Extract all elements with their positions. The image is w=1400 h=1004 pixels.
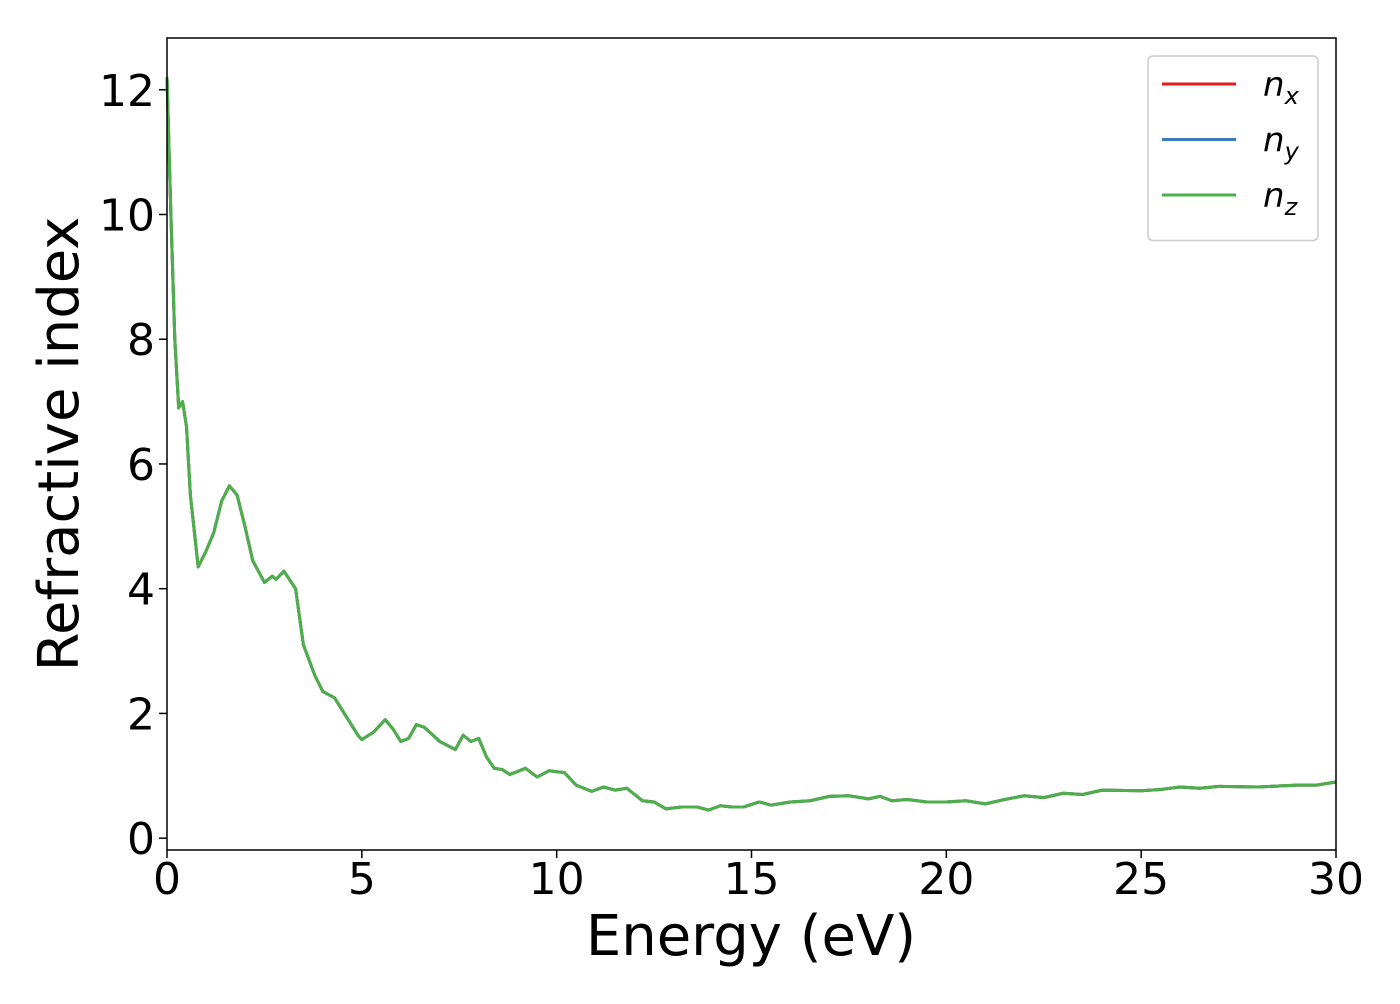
plot-frame [166, 37, 1337, 851]
y-tick-label: 8 [127, 315, 155, 366]
x-tick-label: 30 [1308, 854, 1364, 905]
y-axis-label: Refractive index [27, 217, 92, 672]
y-tick-label: 6 [127, 440, 155, 491]
x-tick-label: 20 [918, 854, 974, 905]
y-tick-label: 4 [127, 565, 155, 616]
y-tick-label: 12 [99, 66, 155, 117]
data-line [165, 77, 1337, 812]
y-tick-label: 0 [127, 814, 155, 865]
x-tick-label: 15 [724, 854, 780, 905]
legend-label: ny [1263, 121, 1300, 166]
y-tick-label: 10 [99, 190, 155, 241]
x-axis-label: Energy (eV) [586, 904, 916, 969]
legend-label: nz [1263, 176, 1299, 221]
y-tick-label: 2 [127, 689, 155, 740]
x-tick-label: 10 [529, 854, 585, 905]
x-tick-label: 0 [153, 854, 181, 905]
legend-label: nx [1263, 65, 1300, 110]
x-tick-label: 5 [348, 854, 376, 905]
x-tick-label: 25 [1113, 854, 1169, 905]
